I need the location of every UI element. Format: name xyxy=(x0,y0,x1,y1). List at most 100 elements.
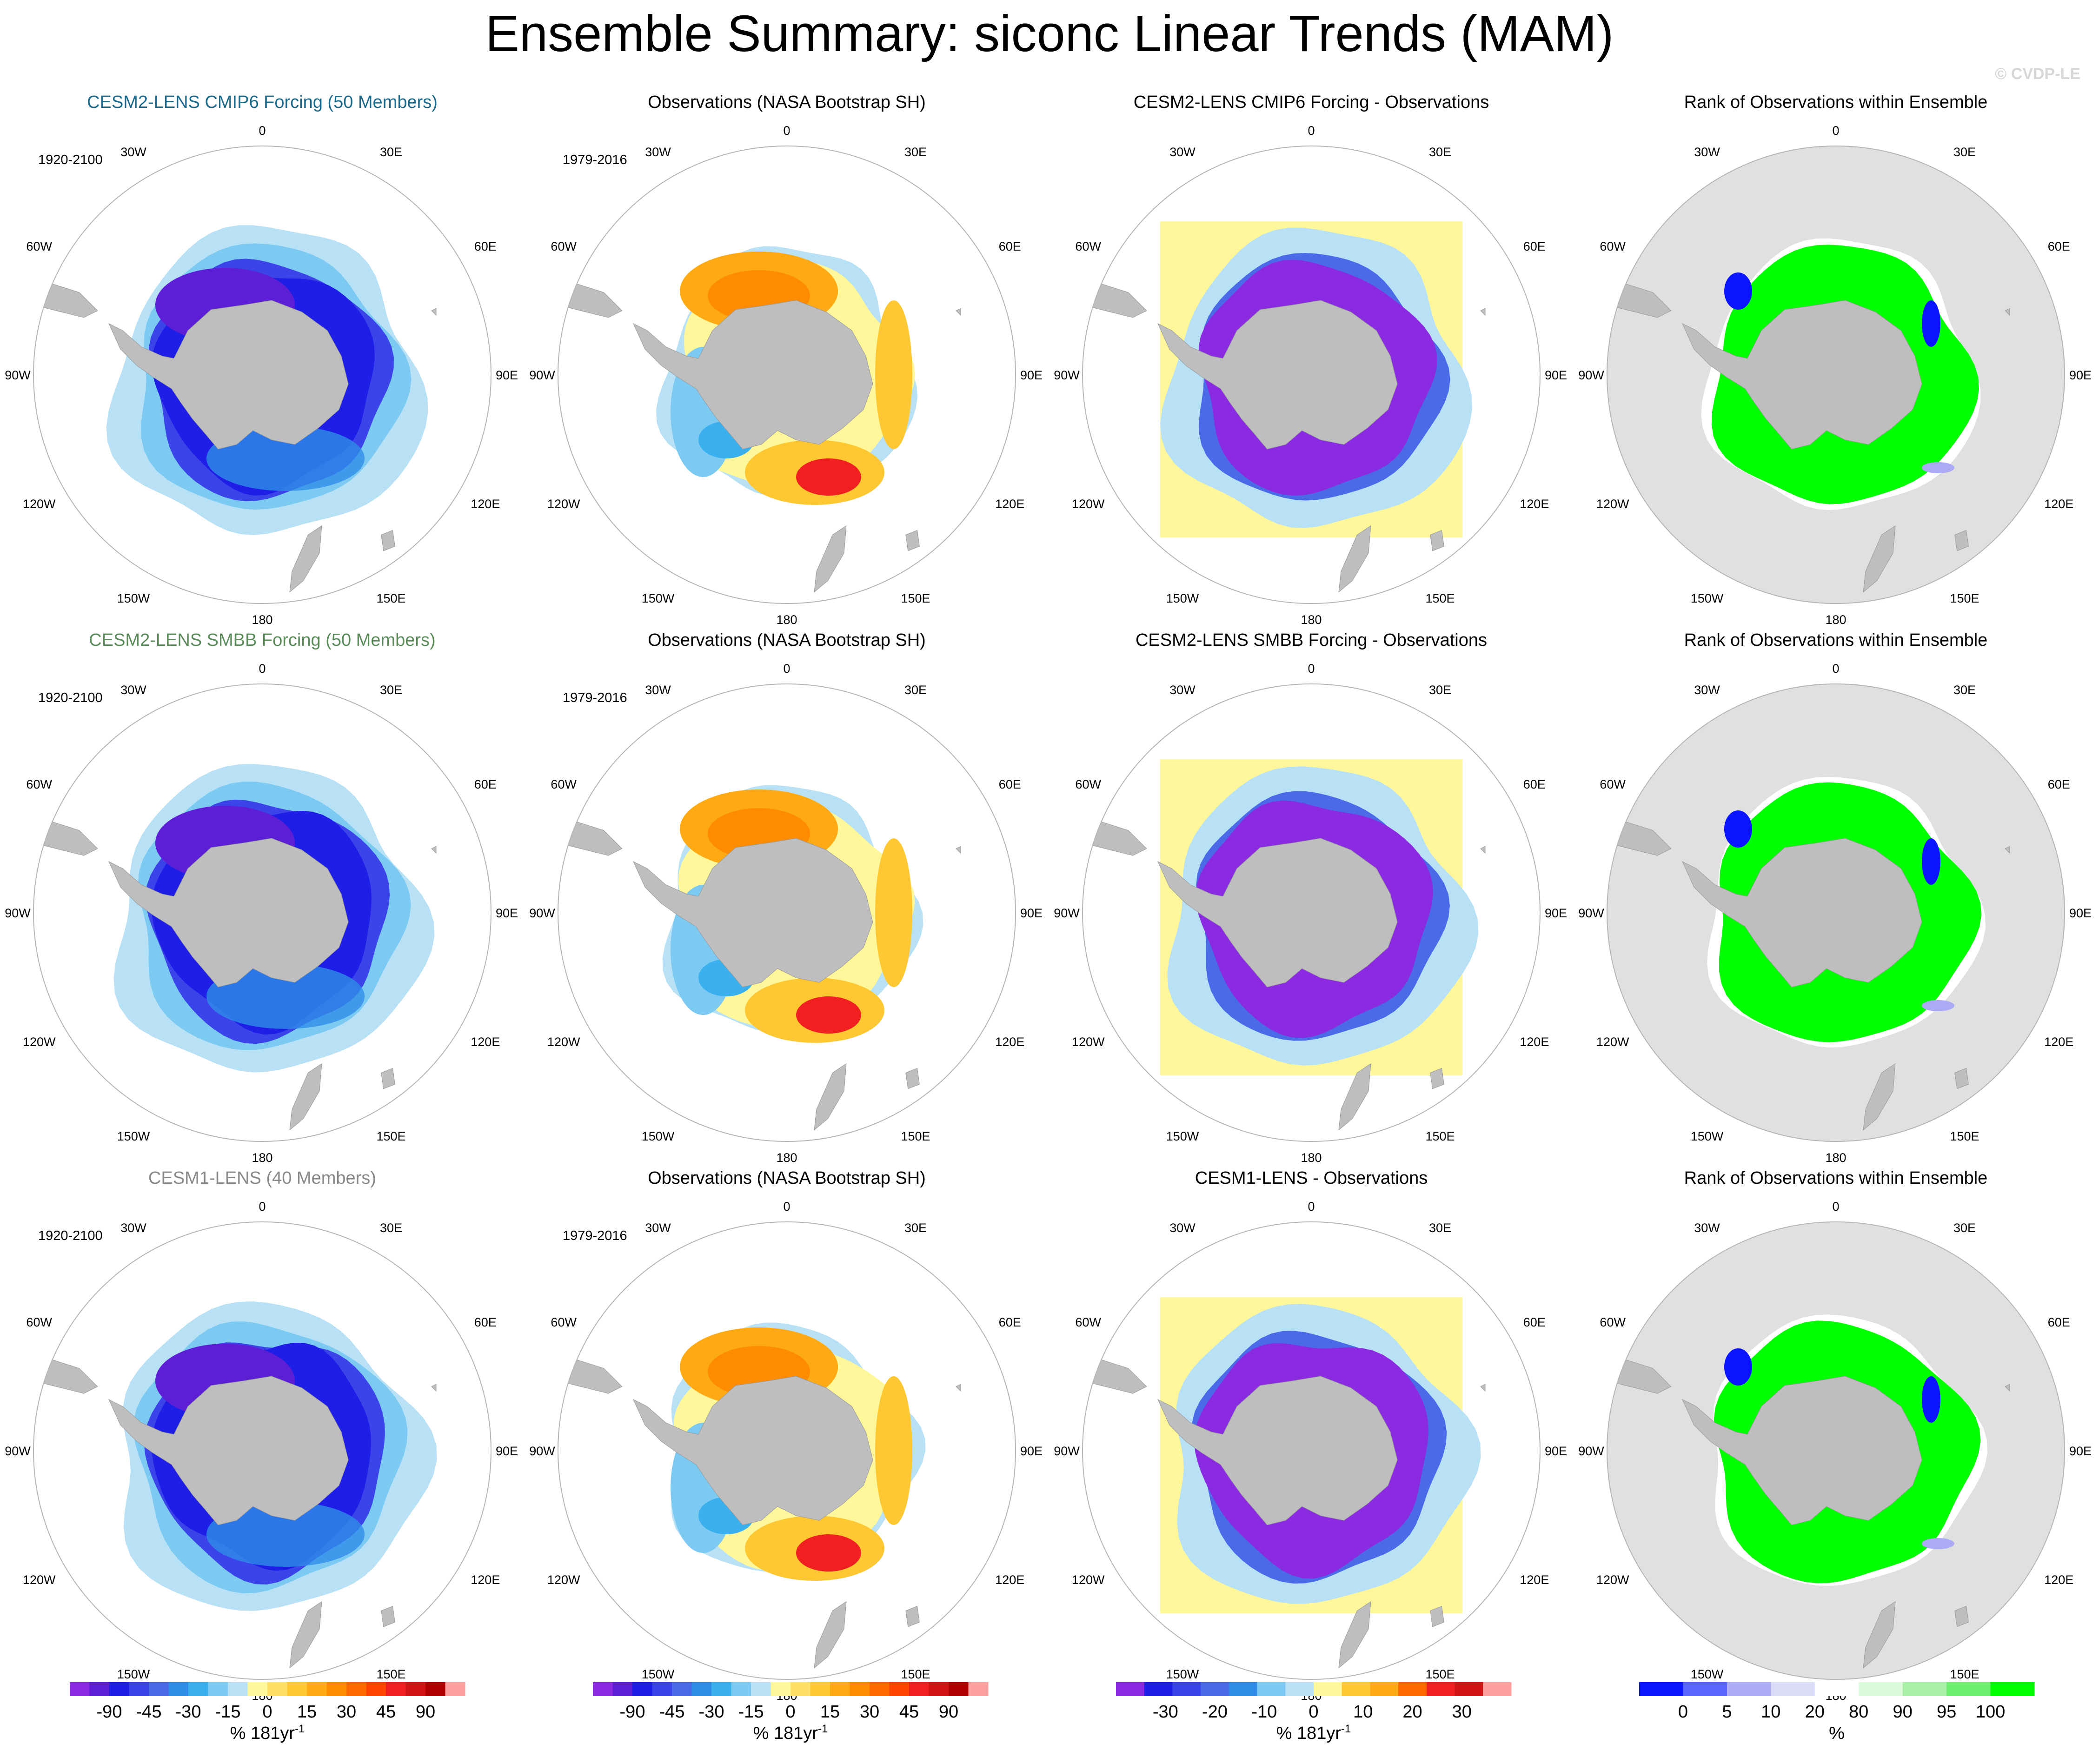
lon-label: 60W xyxy=(26,777,52,791)
lon-label: 60E xyxy=(1523,239,1546,253)
land-mass xyxy=(1084,278,1486,593)
colorbar-swatch xyxy=(889,1682,910,1696)
colorbar-swatch xyxy=(1285,1682,1314,1696)
lon-label: 30E xyxy=(1429,1221,1451,1235)
map-border xyxy=(33,146,492,604)
field-layer xyxy=(560,785,961,1131)
colorbar-swatch xyxy=(287,1682,307,1696)
colorbar-swatch xyxy=(109,1682,129,1696)
lon-label: 30E xyxy=(1953,145,1976,159)
lon-label: 60E xyxy=(2048,1315,2070,1329)
lon-label: 180 xyxy=(1301,613,1322,627)
colorbar-swatch xyxy=(188,1682,208,1696)
lon-label: 120E xyxy=(471,1573,500,1587)
lon-label: 0 xyxy=(259,1200,266,1214)
lon-label: 60W xyxy=(551,777,577,791)
lon-label: 90E xyxy=(1545,1444,1567,1458)
lon-label: 120W xyxy=(23,497,56,511)
lon-label: 30W xyxy=(1694,145,1720,159)
lon-label: 120W xyxy=(547,497,580,511)
lon-label: 60W xyxy=(1075,239,1101,253)
lon-label: 60E xyxy=(1523,1315,1546,1329)
lon-label: 90E xyxy=(1545,368,1567,382)
lon-label: 0 xyxy=(1832,124,1839,138)
lon-label: 90E xyxy=(496,1444,518,1458)
lon-label: 120W xyxy=(1072,1035,1105,1049)
map-panel-rank: Rank of Observations within Ensemble 0 30E… xyxy=(1574,92,2098,630)
lon-label: 180 xyxy=(252,1151,272,1165)
colorbar-swatch xyxy=(208,1682,228,1696)
lon-label: 180 xyxy=(252,613,272,627)
period-label: 1979-2016 xyxy=(563,153,627,167)
land-mass xyxy=(35,278,437,593)
lon-label: 120E xyxy=(2044,1035,2073,1049)
lon-label: 0 xyxy=(259,662,266,676)
colorbar-tick: -15 xyxy=(215,1702,241,1722)
colorbar-tick: 0 xyxy=(1678,1702,1688,1722)
colorbar-swatch xyxy=(731,1682,751,1696)
lon-label: 90E xyxy=(496,368,518,382)
colorbar-tick: 10 xyxy=(1761,1702,1780,1722)
colorbar-swatch xyxy=(89,1682,110,1696)
lon-label: 120W xyxy=(1596,497,1629,511)
lon-label: 0 xyxy=(783,124,790,138)
colorbar-swatch xyxy=(870,1682,890,1696)
colorbar-swatch xyxy=(70,1682,90,1696)
lon-label: 30W xyxy=(645,683,671,697)
lon-label: 0 xyxy=(783,662,790,676)
colorbar-tick: 45 xyxy=(376,1702,396,1722)
lon-label: 90W xyxy=(529,906,555,920)
colorbar-unit: % xyxy=(1829,1724,1845,1743)
lon-label: 90W xyxy=(5,906,31,920)
colorbar-tick: -20 xyxy=(1202,1702,1228,1722)
period-label: 1920-2100 xyxy=(38,690,103,705)
field-layer xyxy=(35,225,437,593)
lon-label: 90W xyxy=(5,368,31,382)
colorbar-swatch xyxy=(326,1682,347,1696)
colorbar-tick: 30 xyxy=(1452,1702,1472,1722)
colorbar-swatch xyxy=(968,1682,989,1696)
colorbar-tick: 95 xyxy=(1937,1702,1956,1722)
lon-label: 30W xyxy=(120,683,146,697)
panel-title: CESM1-LENS - Observations xyxy=(1195,1168,1428,1188)
lon-label: 180 xyxy=(776,613,797,627)
colorbar-tick: -90 xyxy=(97,1702,122,1722)
panel-title: CESM2-LENS SMBB Forcing - Observations xyxy=(1135,630,1487,650)
colorbar-swatch xyxy=(1771,1682,1815,1696)
map-border xyxy=(558,1221,1016,1680)
lon-label: 150E xyxy=(1425,1667,1455,1681)
lon-label: 150W xyxy=(1691,591,1724,605)
colorbar-swatch xyxy=(1172,1682,1201,1696)
colorbar-swatch xyxy=(168,1682,189,1696)
map-panel-obs: Observations (NASA Bootstrap SH) 1979-201… xyxy=(525,92,1049,630)
lon-label: 90W xyxy=(5,1444,31,1458)
colorbar-unit: % 181yr-1 xyxy=(1276,1723,1351,1743)
colorbar-tick: 90 xyxy=(939,1702,958,1722)
lon-label: 60E xyxy=(474,1315,497,1329)
lon-label: 120W xyxy=(547,1035,580,1049)
lon-label: 120W xyxy=(1072,1573,1105,1587)
lon-label: 30E xyxy=(1953,1221,1976,1235)
lon-label: 90E xyxy=(496,906,518,920)
lon-label: 60W xyxy=(1600,1315,1626,1329)
panel-title: CESM2-LENS CMIP6 Forcing (50 Members) xyxy=(87,93,438,112)
watermark: © CVDP-LE xyxy=(1995,65,2080,83)
lon-label: 120E xyxy=(2044,497,2073,511)
colorbar-tick: 15 xyxy=(297,1702,317,1722)
colorbar-swatch xyxy=(307,1682,327,1696)
lon-label: 150E xyxy=(376,591,405,605)
colorbar-tick: 90 xyxy=(1893,1702,1913,1722)
lon-label: 60W xyxy=(26,239,52,253)
lon-label: 30E xyxy=(1429,683,1451,697)
colorbar-tick: 80 xyxy=(1849,1702,1868,1722)
page-title: Ensemble Summary: siconc Linear Trends (… xyxy=(485,5,1614,62)
colorbar-tick: 0 xyxy=(785,1702,795,1722)
colorbar-swatch xyxy=(1144,1682,1173,1696)
land-mass xyxy=(1609,816,2010,1131)
colorbar-swatch xyxy=(771,1682,791,1696)
colorbar-tick: -15 xyxy=(738,1702,764,1722)
lon-label: 30E xyxy=(1953,683,1976,697)
